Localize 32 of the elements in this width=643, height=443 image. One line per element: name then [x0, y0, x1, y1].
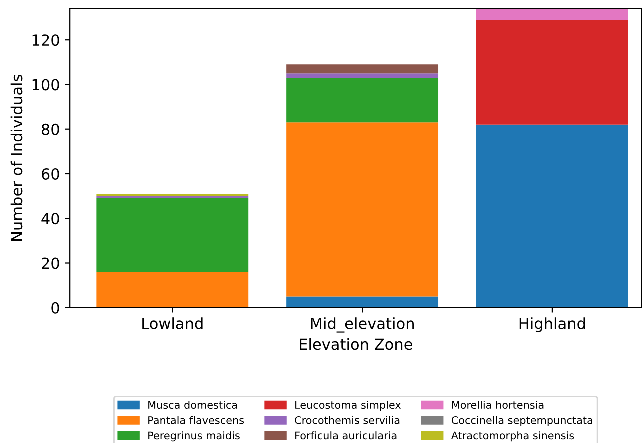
y-tick-label: 120	[32, 34, 60, 46]
y-tick-label: 40	[42, 213, 60, 225]
bar	[476, 124, 628, 308]
legend-label: Atractomorpha sinensis	[451, 432, 574, 442]
legend-label: Pantala flavescens	[148, 416, 244, 424]
legend-label: Crocothemis servilia	[295, 416, 400, 424]
y-tick-label: 20	[42, 258, 60, 270]
bar	[96, 198, 249, 272]
legend-label: Coccinella septempunctata	[452, 416, 592, 426]
x-tick-label: Highland	[520, 318, 586, 332]
y-axis-title: Number of Individuals	[10, 75, 23, 241]
bar	[476, 8, 628, 20]
x-axis-title: Elevation Zone	[300, 338, 412, 350]
y-tick-label: 0	[52, 302, 60, 314]
bar	[96, 196, 249, 199]
y-tick-label: 100	[32, 79, 60, 91]
bar	[96, 272, 249, 308]
x-tick-label: Mid_elevation	[311, 318, 414, 333]
legend-label: Leucostoma simplex	[296, 400, 402, 412]
legend-label: Morellia hortensia	[452, 400, 544, 410]
bar	[286, 296, 439, 308]
x-tick-label: Lowland	[142, 318, 203, 330]
y-tick-label: 60	[42, 168, 60, 180]
legend-label: Forficula auricularia	[296, 432, 397, 440]
y-tick-label: 80	[42, 124, 60, 136]
bar	[286, 78, 439, 123]
bar	[286, 74, 439, 78]
legend-label: Musca domestica	[148, 400, 238, 410]
bar	[286, 64, 439, 74]
bar	[476, 20, 628, 125]
legend-label: Peregrinus maidis	[148, 432, 240, 442]
bar	[286, 122, 439, 297]
